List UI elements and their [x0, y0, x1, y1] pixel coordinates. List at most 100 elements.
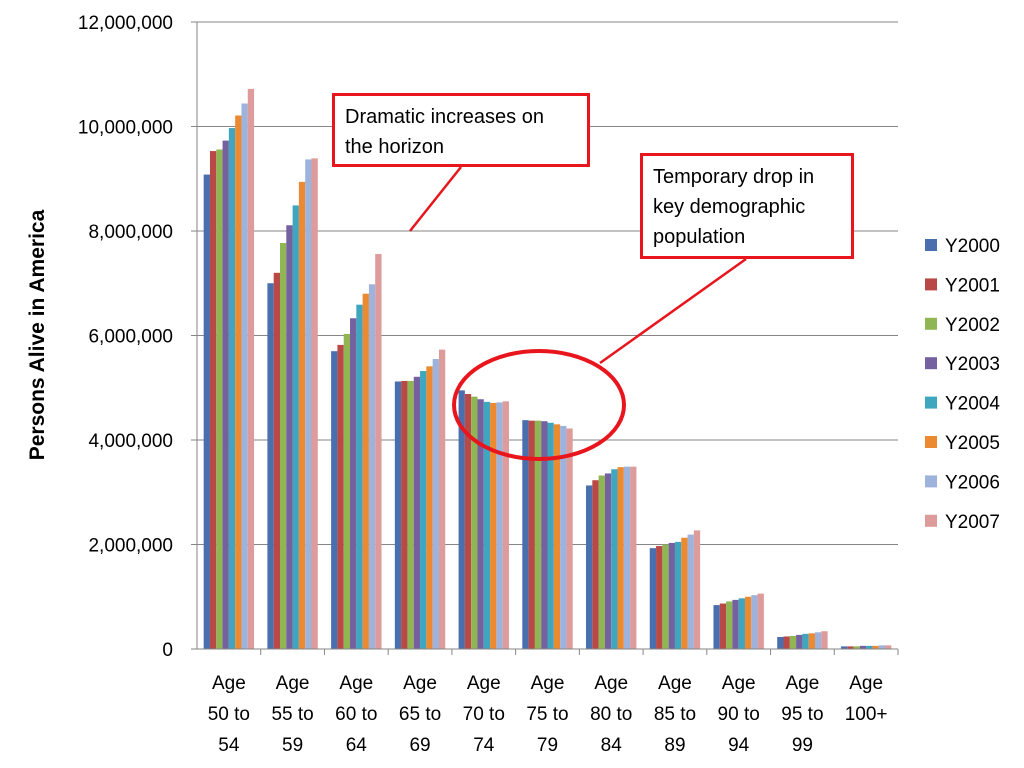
bar-y2005 [362, 293, 369, 649]
bar-y2000 [840, 646, 848, 649]
bar-y2005 [298, 181, 306, 649]
x-tick-label: 84 [601, 735, 623, 756]
bar-y2000 [203, 174, 210, 649]
y-tick-label: 8,000,000 [88, 222, 173, 243]
bar-y2004 [292, 205, 299, 649]
bar-y2007 [630, 466, 637, 649]
callout-2-pointer [599, 257, 747, 365]
x-tick-label: Age [594, 673, 628, 694]
x-tick-label: Age [339, 673, 373, 694]
x-tick-label: 80 to [590, 704, 632, 725]
bar-y2002 [789, 635, 797, 649]
legend-swatch-y2002 [925, 317, 937, 330]
bar-y2002 [343, 333, 351, 649]
bar-y2004 [674, 541, 682, 649]
bar-y2002 [726, 601, 733, 649]
bar-y2003 [350, 318, 357, 649]
x-tick-label: 69 [409, 735, 430, 756]
bar-y2002 [407, 380, 414, 649]
bar-y2003 [222, 140, 229, 650]
legend-swatch-y2007 [925, 514, 937, 527]
bar-y2001 [337, 344, 344, 649]
bar-y2001 [209, 151, 217, 649]
x-tick-label: Age [531, 673, 565, 694]
bar-y2005 [617, 467, 624, 649]
bar-y2000 [586, 485, 593, 649]
x-tick-label: Age [722, 673, 756, 694]
bar-y2003 [796, 634, 803, 649]
bar-y2002 [279, 243, 287, 649]
legend: Y2000 Y2001 Y2002 Y2003 Y2004 Y2005 Y2006 Y2007 [925, 236, 1000, 533]
legend-swatch-y2000 [925, 239, 937, 251]
x-tick-label: Age [276, 673, 310, 694]
bar-y2005 [490, 402, 497, 649]
callout-2-line-2: key demographic [653, 196, 806, 218]
bar-y2007 [438, 349, 446, 649]
bar-y2003 [413, 376, 421, 649]
bar-y2000 [394, 381, 402, 649]
bar-y2004 [420, 371, 427, 649]
bar-y2004 [611, 469, 618, 649]
bar-y2006 [368, 284, 376, 649]
bar-y2004 [547, 422, 554, 649]
y-tick-label: 0 [162, 640, 173, 661]
bar-y2005 [872, 645, 879, 649]
bar-y2003 [668, 542, 675, 649]
bar-y2005 [426, 366, 433, 649]
legend-label-y2004: Y2004 [945, 394, 1000, 415]
bar-y2004 [802, 633, 809, 649]
callout-dramatic-increases: Dramatic increases on the horizon [332, 93, 590, 167]
legend-label-y2005: Y2005 [945, 433, 1000, 454]
x-tick-label: 90 to [718, 704, 760, 725]
y-tick-label: 12,000,000 [78, 13, 173, 34]
x-tick-label: 65 to [399, 704, 441, 725]
bar-y2000 [522, 420, 529, 649]
x-tick-label: 99 [792, 735, 813, 756]
x-tick-label: 100+ [845, 704, 888, 725]
x-tick-label: Age [467, 673, 501, 694]
y-tick-label: 2,000,000 [88, 536, 173, 557]
bar-y2007 [311, 158, 318, 649]
bar-y2006 [496, 402, 503, 649]
bar-y2001 [401, 380, 408, 649]
legend-swatch-y2006 [925, 475, 937, 488]
bar-y2006 [751, 595, 758, 649]
bar-y2006 [623, 466, 631, 649]
callout-1-line-1: Dramatic increases on [345, 106, 544, 128]
bar-y2007 [757, 593, 764, 649]
bar-y2004 [356, 304, 363, 649]
bar-y2006 [878, 645, 886, 649]
axes: 0 2,000,000 4,000,000 6,000,000 8,000,000 10,… [78, 13, 899, 756]
callout-1-line-2: the horizon [345, 136, 444, 158]
bar-y2007 [566, 428, 573, 649]
bar-y2000 [649, 548, 657, 649]
bar-y2001 [273, 272, 280, 649]
y-tick-label: 10,000,000 [78, 118, 173, 139]
bar-y2000 [713, 605, 720, 649]
legend-swatch-y2005 [925, 436, 937, 448]
bar-y2005 [235, 115, 242, 650]
legend-label-y2001: Y2001 [945, 275, 1000, 296]
bar-y2007 [693, 530, 701, 649]
bar-y2002 [471, 396, 478, 649]
bar-y2006 [815, 632, 822, 649]
bar-y2003 [541, 421, 548, 649]
bar-y2005 [808, 633, 816, 649]
x-tick-label: 54 [218, 735, 240, 756]
callout-temporary-drop: Temporary drop in key demographic popula… [640, 153, 854, 259]
x-tick-label: 50 to [208, 704, 250, 725]
x-tick-label: 59 [282, 735, 303, 756]
x-tick-label: 74 [473, 735, 495, 756]
bar-y2007 [247, 88, 255, 649]
legend-label-y2007: Y2007 [945, 512, 1000, 533]
highlight-ellipse [452, 349, 626, 461]
x-tick-label: Age [786, 673, 820, 694]
x-tick-label: 64 [346, 735, 368, 756]
bar-y2001 [656, 546, 663, 649]
bar-y2005 [681, 537, 688, 649]
bar-y2001 [464, 394, 472, 649]
legend-label-y2003: Y2003 [945, 354, 1000, 375]
x-tick-label: 70 to [463, 704, 505, 725]
x-tick-label: 60 to [335, 704, 377, 725]
x-tick-label: Age [849, 673, 883, 694]
